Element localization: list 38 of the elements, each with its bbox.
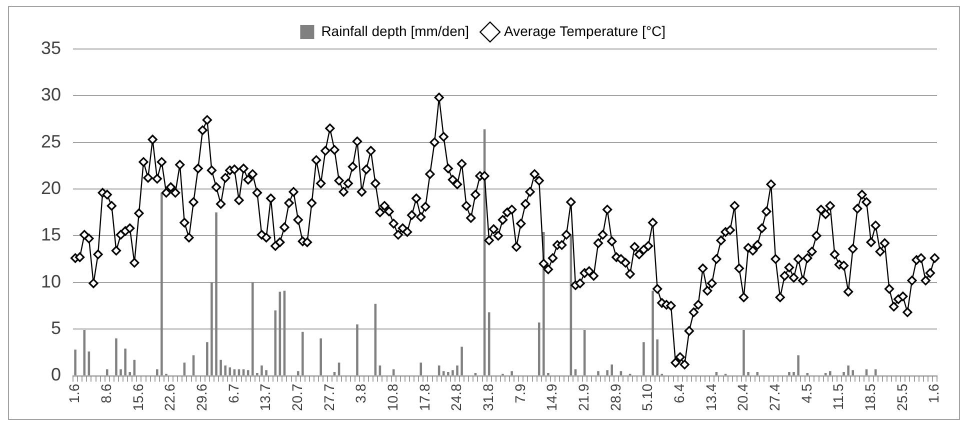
x-tick-label: 28.9	[607, 384, 624, 411]
y-tick-label: 15	[40, 224, 62, 245]
x-tick-label: 6.7	[225, 384, 242, 404]
legend-label: Average Temperature [°C]	[504, 22, 666, 39]
x-tick-label: 20.7	[288, 384, 305, 411]
x-tick-label: 4.5	[798, 384, 814, 404]
x-tick-label: 31.8	[480, 384, 496, 411]
y-tick-label: 30	[40, 84, 62, 105]
x-tick-label: 1.6	[66, 384, 82, 404]
x-tick-label: 13.4	[702, 384, 719, 411]
x-tick-label: 22.6	[162, 384, 178, 411]
y-tick-label: 25	[40, 131, 62, 152]
legend-label: Rainfall depth [mm/den]	[321, 22, 470, 39]
x-tick-label: 25.5	[894, 384, 910, 411]
y-tick-label: 35	[40, 38, 62, 58]
x-tick-label: 17.8	[416, 384, 432, 411]
x-tick-label: 13.7	[257, 384, 274, 411]
x-tick-label: 24.8	[448, 384, 464, 411]
x-tick-label: 10.8	[384, 384, 400, 411]
x-tick-label: 3.8	[352, 384, 369, 404]
x-tick-label: 21.9	[575, 384, 592, 411]
x-tick-label: 14.9	[544, 384, 560, 411]
x-tick-label: 1.6	[926, 384, 942, 404]
x-tick-label: 7.9	[512, 384, 528, 404]
x-tick-label: 20.4	[734, 384, 751, 411]
x-tick-label: 27.4	[766, 384, 782, 411]
x-tick-label: 5.10	[639, 384, 656, 411]
y-tick-label: 20	[40, 178, 62, 198]
x-tick-label: 6.4	[670, 384, 687, 404]
y-tick-label: 0	[51, 364, 62, 385]
x-tick-label: 15.6	[130, 384, 146, 411]
x-tick-label: 8.6	[98, 384, 114, 404]
x-tick-label: 11.5	[830, 384, 846, 410]
x-tick-label: 18.5	[862, 384, 878, 411]
x-tick-label: 29.6	[193, 384, 210, 411]
y-tick-label: 5	[51, 318, 62, 338]
x-tick-label: 27.7	[320, 384, 337, 411]
y-tick-label: 10	[40, 271, 62, 292]
